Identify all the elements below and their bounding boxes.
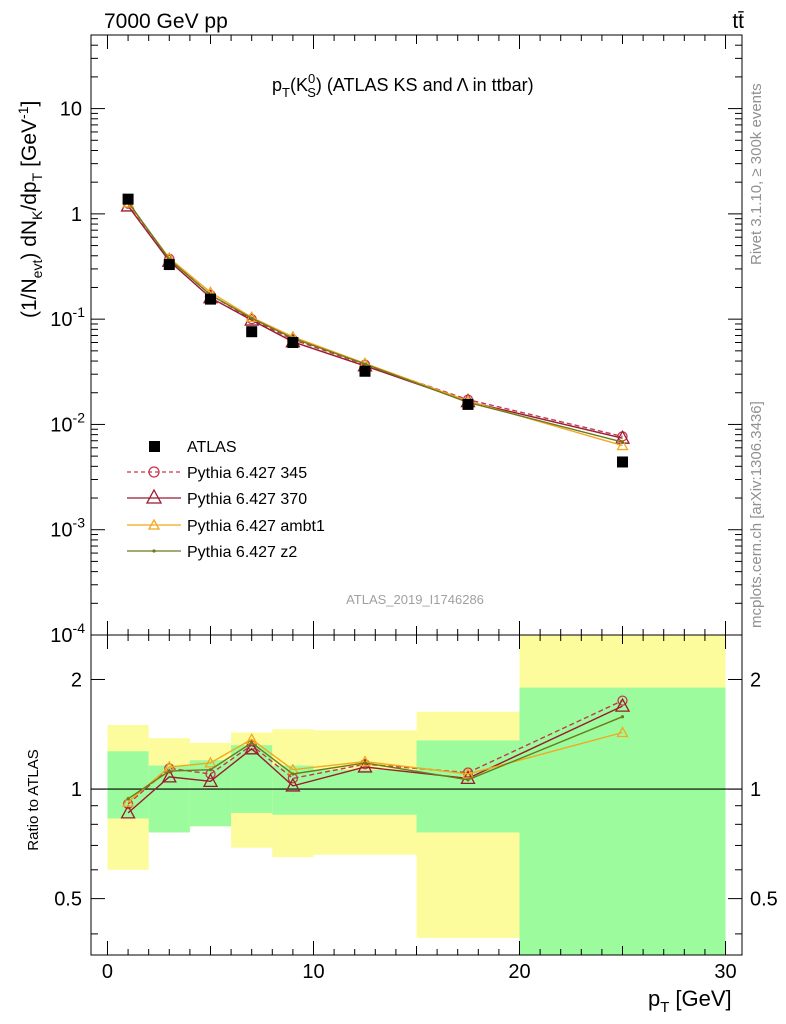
ratio-series-line <box>127 731 623 803</box>
main-ytick-label: 10 <box>60 99 82 121</box>
ratio-series-point <box>363 761 367 765</box>
main-ytick-label: 10-4 <box>50 620 85 647</box>
ratio-ytick-label: 0.5 <box>54 889 82 911</box>
atlas-data-point <box>462 398 474 410</box>
ratio-xtick-label: 10 <box>302 961 324 983</box>
ratio-series-point <box>614 697 631 712</box>
main-series-point <box>250 316 254 320</box>
main-ticks: 10-4 10-3 10-2 10-1 1 10 <box>50 34 742 647</box>
ratio-series-point <box>620 715 625 719</box>
rivet-label: Rivet 3.1.10, ≥ 300k events <box>748 83 765 265</box>
ratio-band-inner <box>107 751 149 819</box>
main-ylabel: (1/Nevt) dNK/dpT[GeV-1] <box>15 101 45 318</box>
main-series-line <box>127 202 623 447</box>
legend-345-marker <box>148 466 160 478</box>
ratio-series-point <box>466 778 470 782</box>
ratio-series-line <box>127 716 623 800</box>
ratio-frame <box>90 634 743 956</box>
ratio-ytick-label-right: 1 <box>750 779 761 801</box>
ratio-series-line <box>127 699 623 805</box>
ratio-series <box>120 695 631 819</box>
header-right: tt̄ <box>732 10 744 33</box>
ratio-band-inner <box>416 740 520 833</box>
ratio-xtick-label: 0 <box>102 961 113 983</box>
ratio-band-inner <box>313 769 417 815</box>
mcplots-label: mcplots.cern.ch [arXiv:1306.3436] <box>748 401 765 628</box>
atlas-data-point <box>246 326 258 338</box>
ratio-series-point <box>617 695 628 706</box>
main-series-point <box>620 440 625 444</box>
legend-ambt1-marker <box>147 518 161 530</box>
legend-atlas-marker <box>149 441 160 452</box>
header-left: 7000 GeV pp <box>104 10 228 33</box>
main-series-point <box>616 439 629 451</box>
ratio-series-point <box>358 755 372 767</box>
main-series-line <box>127 205 623 439</box>
ratio-xlabel: pT [GeV] <box>648 986 732 1016</box>
ratio-ytick-label: 1 <box>71 779 82 801</box>
ratio-series-point <box>291 772 295 776</box>
atlas-data-point <box>287 337 299 349</box>
ratio-bands <box>91 635 742 955</box>
ratio-series-point <box>285 777 301 792</box>
ratio-band-inner <box>148 765 190 833</box>
atlas-data-point <box>359 365 371 377</box>
ratio-band-inner <box>519 687 726 955</box>
legend-z2-marker <box>152 549 156 553</box>
ratio-series-point <box>244 740 260 755</box>
main-panel: 10-4 10-3 10-2 10-1 1 10 pT(K0 S) (ATLAS KS an… <box>15 34 743 647</box>
analysis-id: ATLAS_2019_I1746286 <box>346 592 484 607</box>
main-ytick-label: 10-2 <box>50 409 85 436</box>
ratio-ytick-label-right: 2 <box>750 669 761 691</box>
ratio-series-point <box>202 772 219 787</box>
ratio-series-point <box>161 768 177 783</box>
ratio-series-point <box>208 768 213 772</box>
ratio-panel: 0.5 0.51 12 20 10 20 30 Ratio to ATLAS pT [GeV] <box>25 634 778 1016</box>
main-ytick-label: 10-1 <box>50 304 85 331</box>
legend-370-marker <box>145 488 163 504</box>
legend-atlas-label: ATLAS <box>187 439 237 456</box>
legend-ambt1-label: Pythia 6.427 ambt1 <box>187 518 325 535</box>
atlas-data-point <box>204 293 216 305</box>
ratio-series-point <box>121 795 135 807</box>
ratio-series-point <box>616 726 629 738</box>
main-series-point <box>363 362 367 366</box>
ratio-series-point <box>126 797 130 801</box>
atlas-data-point <box>122 193 134 205</box>
legend-345-label: Pythia 6.427 345 <box>187 465 307 482</box>
ratio-series-point <box>461 767 475 779</box>
atlas-data-point <box>617 456 629 468</box>
main-ytick-label: 1 <box>71 204 82 226</box>
ratio-ytick-label-right: 0.5 <box>750 889 778 911</box>
ratio-ylabel: Ratio to ATLAS <box>25 749 42 850</box>
legend-370-label: Pythia 6.427 370 <box>187 491 307 508</box>
ratio-series-point <box>120 804 136 819</box>
ratio-xtick-label: 20 <box>508 961 530 983</box>
ratio-series-point <box>250 741 254 745</box>
ratio-ytick-label: 2 <box>71 669 82 691</box>
ratio-series-point <box>164 763 175 774</box>
ratio-xtick-label: 30 <box>714 961 736 983</box>
legend: ATLAS Pythia 6.427 345 Pythia 6.427 370 … <box>127 439 325 561</box>
legend-z2-label: Pythia 6.427 z2 <box>187 544 297 561</box>
main-ytick-label: 10-3 <box>50 515 85 542</box>
ratio-series-point <box>204 756 217 768</box>
ratio-series-point <box>167 769 171 773</box>
atlas-data-point <box>163 259 175 271</box>
main-series-line <box>127 201 623 443</box>
ratio-ticks: 0.5 0.51 12 20 10 20 30 <box>54 635 778 983</box>
main-series-line <box>127 203 623 438</box>
main-series <box>120 193 631 468</box>
